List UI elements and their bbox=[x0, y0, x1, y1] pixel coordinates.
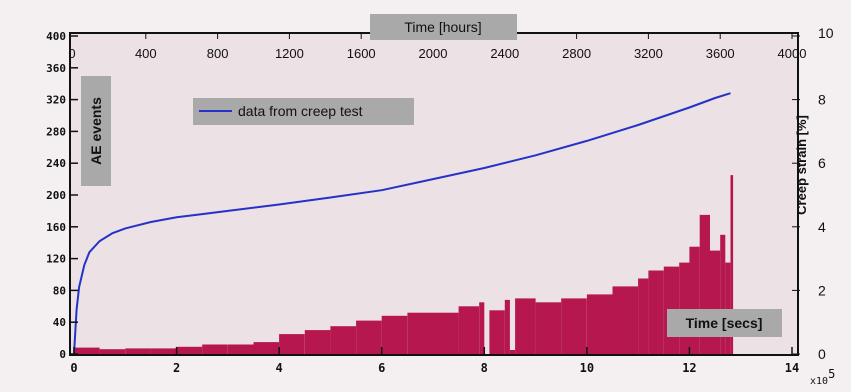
ae-bar bbox=[504, 299, 510, 354]
left-tick-label: 360 bbox=[46, 62, 66, 75]
bottom-tick-label: 0 bbox=[70, 361, 77, 375]
ae-bar bbox=[330, 326, 356, 354]
ae-bar bbox=[638, 278, 649, 354]
bottom-axis-label-box bbox=[667, 309, 782, 337]
left-tick-label: 320 bbox=[46, 94, 66, 107]
top-tick-label: 2800 bbox=[562, 46, 591, 61]
ae-bar bbox=[304, 330, 331, 354]
top-axis-ticks: 0 400 800 1200 1600 2000 2400 2800 3200 3600 4000 bbox=[68, 33, 806, 61]
ae-bar bbox=[709, 250, 721, 354]
ae-bar bbox=[648, 270, 664, 354]
right-tick-label: 4 bbox=[818, 219, 826, 235]
ae-bar bbox=[150, 348, 177, 354]
left-tick-label: 240 bbox=[46, 157, 66, 170]
ae-bar bbox=[356, 320, 382, 354]
top-axis-label: Time [hours] bbox=[404, 19, 481, 35]
ae-bar bbox=[689, 246, 700, 354]
top-tick-label: 400 bbox=[135, 46, 157, 61]
right-tick-label: 6 bbox=[818, 155, 826, 171]
ae-bar bbox=[489, 310, 505, 354]
ae-bar bbox=[99, 349, 126, 354]
right-tick-label: 10 bbox=[818, 25, 834, 41]
ae-bar bbox=[381, 315, 408, 354]
ae-bar bbox=[279, 334, 305, 354]
bottom-tick-label: 2 bbox=[173, 361, 180, 375]
ae-bar bbox=[699, 214, 710, 354]
top-tick-label-zero: 0 bbox=[68, 46, 75, 61]
bottom-axis-multiplier: x105 bbox=[810, 367, 835, 387]
bottom-tick-label: 12 bbox=[682, 361, 696, 375]
right-tick-label: 0 bbox=[818, 346, 826, 362]
bottom-tick-label: 6 bbox=[378, 361, 385, 375]
right-tick-label: 8 bbox=[818, 92, 826, 108]
ae-bar bbox=[720, 234, 726, 355]
ae-bar bbox=[730, 175, 734, 354]
ae-bar bbox=[535, 302, 562, 354]
ae-bar bbox=[586, 294, 613, 354]
ae-bar bbox=[679, 262, 690, 354]
left-tick-label: 200 bbox=[46, 189, 66, 202]
top-tick-label: 1200 bbox=[275, 46, 304, 61]
ae-bar bbox=[202, 344, 228, 354]
ae-bar bbox=[561, 298, 587, 354]
bottom-tick-label: 8 bbox=[481, 361, 488, 375]
top-tick-label: 3600 bbox=[706, 46, 735, 61]
ae-bar bbox=[125, 348, 151, 354]
left-tick-label: 160 bbox=[46, 221, 66, 234]
left-tick-label: 0 bbox=[59, 348, 66, 361]
ae-bar bbox=[253, 342, 280, 354]
left-axis-label-box bbox=[81, 76, 111, 186]
left-tick-label: 400 bbox=[46, 30, 66, 43]
bottom-tick-label: 10 bbox=[580, 361, 594, 375]
right-axis-ticks: 0 2 4 6 8 10 bbox=[792, 25, 834, 362]
ae-bar bbox=[433, 312, 459, 354]
ae-bar bbox=[509, 350, 515, 354]
right-tick-label: 2 bbox=[818, 282, 826, 298]
left-tick-label: 280 bbox=[46, 125, 66, 138]
ae-bar bbox=[176, 346, 203, 354]
top-axis-label-box bbox=[370, 14, 517, 40]
ae-bar bbox=[725, 262, 731, 354]
top-tick-label: 800 bbox=[207, 46, 229, 61]
ae-bar bbox=[515, 298, 536, 354]
bottom-axis-ticks: 0 2 4 6 8 10 12 14 bbox=[70, 347, 799, 375]
ae-events-bars bbox=[74, 175, 734, 355]
left-tick-label: 40 bbox=[53, 316, 66, 329]
left-tick-label: 80 bbox=[53, 284, 66, 297]
ae-bar bbox=[227, 344, 254, 354]
creep-strain-line bbox=[73, 92, 731, 355]
left-axis-label: AE events bbox=[88, 97, 104, 165]
bottom-tick-label: 4 bbox=[276, 361, 283, 375]
top-tick-label: 2400 bbox=[490, 46, 519, 61]
ae-bar bbox=[458, 306, 480, 354]
ae-bar bbox=[74, 347, 100, 354]
bottom-axis-label: Time [secs] bbox=[686, 315, 763, 331]
top-tick-label: 4000 bbox=[778, 46, 807, 61]
right-axis-label: Creep strain [%] bbox=[794, 115, 809, 215]
bottom-tick-label: 14 bbox=[785, 361, 799, 375]
top-tick-label: 2000 bbox=[419, 46, 448, 61]
ae-bar bbox=[479, 302, 485, 354]
ae-bar bbox=[612, 286, 639, 354]
top-tick-label: 1600 bbox=[347, 46, 376, 61]
left-axis-ticks: 0 40 80 120 160 200 240 280 320 360 400 bbox=[46, 30, 78, 361]
left-tick-label: 120 bbox=[46, 253, 66, 266]
ae-bar bbox=[407, 312, 433, 354]
top-tick-label: 3200 bbox=[634, 46, 663, 61]
legend-entry-label: data from creep test bbox=[238, 103, 363, 119]
